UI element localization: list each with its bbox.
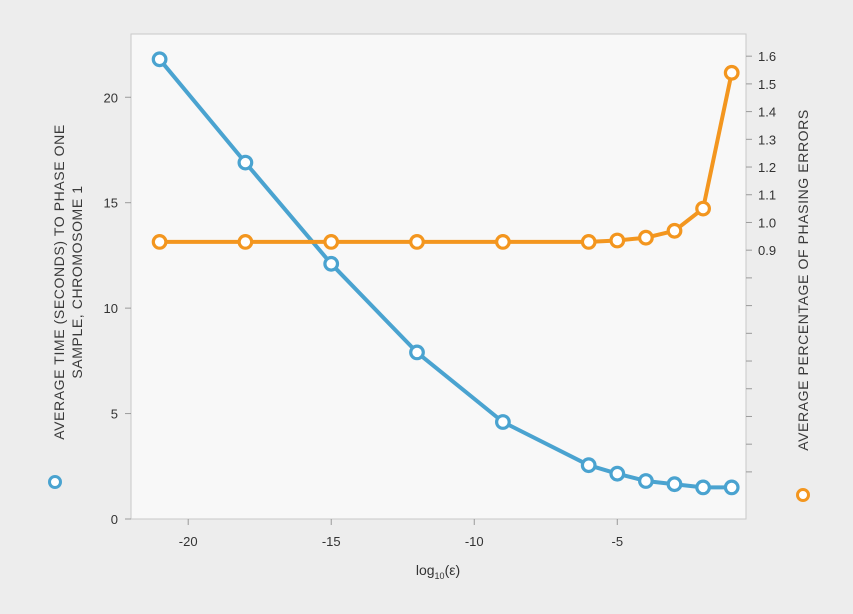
y-left-tick-label: 20 — [104, 90, 118, 105]
time-data-point — [666, 476, 683, 493]
plot-area — [130, 33, 747, 520]
time-data-point — [638, 473, 654, 489]
errors-data-point — [666, 222, 683, 239]
y-left-label-line2: SAMPLE, CHROMOSOME 1 — [69, 185, 85, 378]
x-axis-label: log10(ε) — [416, 562, 460, 581]
errors-data-point — [580, 233, 597, 250]
x-tick-label: -10 — [465, 534, 484, 549]
time-data-point — [495, 414, 511, 430]
errors-data-point — [151, 233, 168, 250]
y-right-tick-label: 1.4 — [758, 105, 776, 120]
y-left-tick-label: 5 — [111, 407, 118, 422]
x-tick-label: -15 — [322, 534, 341, 549]
y-right-tick-label: 1.0 — [758, 215, 776, 230]
time-data-point — [609, 465, 626, 482]
time-data-point — [723, 479, 740, 496]
time-data-point — [323, 255, 340, 272]
errors-data-point — [495, 233, 511, 250]
y-right-tick-label: 0.9 — [758, 243, 776, 258]
x-axis-label-base: log — [416, 562, 435, 578]
x-tick-label: -20 — [179, 534, 198, 549]
series-layer — [151, 51, 740, 496]
time-data-point — [409, 344, 425, 361]
time-data-point — [695, 479, 711, 496]
y-right-tick-label: 1.3 — [758, 132, 776, 147]
y-right-label-text: AVERAGE PERCENTAGE OF PHASING ERRORS — [795, 109, 811, 451]
time-legend-marker — [48, 475, 62, 489]
axes-layer: -20 -15 -10 -5 0 5 10 15 20 0.9 1.0 1.1 1.2 1.3 1.4 1.5… — [104, 49, 777, 549]
errors-legend-marker — [796, 488, 810, 502]
errors-data-point — [409, 233, 425, 250]
errors-data-point — [638, 229, 654, 246]
errors-data-point — [723, 64, 740, 81]
x-axis-label-suffix: (ε) — [445, 562, 461, 578]
y-right-label: AVERAGE PERCENTAGE OF PHASING ERRORS — [795, 109, 811, 502]
x-axis-label-subscript: 10 — [435, 571, 445, 581]
y-right-tick-label: 1.1 — [758, 188, 776, 203]
x-tick-label: -5 — [611, 534, 623, 549]
y-left-label: AVERAGE TIME (SECONDS) TO PHASE ONE SAMP… — [48, 124, 85, 489]
errors-data-point — [609, 232, 626, 249]
errors-data-point — [237, 233, 254, 250]
y-right-tick-label: 1.2 — [758, 160, 776, 175]
time-data-point — [151, 51, 168, 68]
y-right-tick-label: 1.5 — [758, 77, 776, 92]
y-left-tick-label: 15 — [104, 196, 118, 211]
errors-data-point — [695, 200, 711, 217]
y-left-tick-label: 0 — [111, 512, 118, 527]
errors-data-point — [323, 233, 340, 250]
y-right-tick-label: 1.6 — [758, 49, 776, 64]
time-data-point — [237, 154, 254, 171]
time-data-point — [580, 457, 597, 474]
y-left-tick-label: 10 — [104, 301, 118, 316]
y-left-label-line1: AVERAGE TIME (SECONDS) TO PHASE ONE — [51, 124, 67, 440]
